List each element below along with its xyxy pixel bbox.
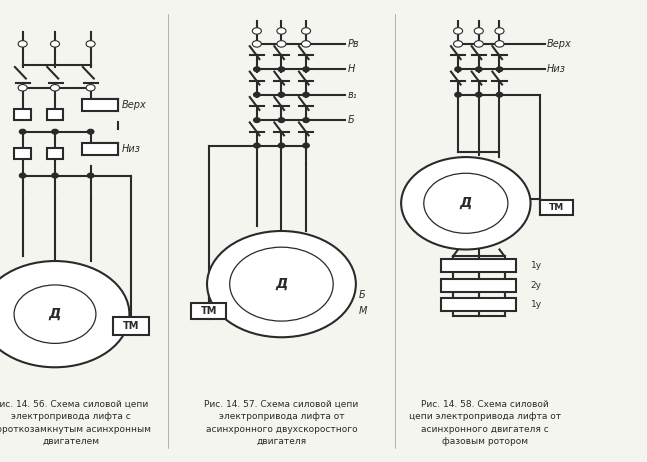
- Text: ТМ: ТМ: [123, 321, 139, 331]
- Bar: [47, 148, 63, 159]
- Bar: [441, 279, 516, 292]
- Text: Низ: Низ: [122, 144, 140, 154]
- Text: Б: Б: [359, 290, 366, 300]
- Circle shape: [495, 28, 504, 34]
- Text: ТМ: ТМ: [549, 203, 564, 212]
- Circle shape: [230, 247, 333, 321]
- Text: Рис. 14. 58. Схема силовой
цепи электропривода лифта от
асинхронного двигателя с: Рис. 14. 58. Схема силовой цепи электроп…: [409, 400, 562, 446]
- Circle shape: [14, 285, 96, 343]
- Bar: [540, 200, 573, 215]
- Text: Низ: Низ: [547, 64, 565, 74]
- Bar: [441, 298, 516, 311]
- Circle shape: [476, 92, 482, 97]
- Circle shape: [278, 118, 285, 122]
- Circle shape: [0, 261, 129, 367]
- Circle shape: [455, 67, 461, 72]
- Circle shape: [303, 92, 309, 97]
- Circle shape: [496, 92, 503, 97]
- Circle shape: [252, 41, 261, 47]
- Text: М: М: [359, 306, 367, 316]
- Circle shape: [424, 173, 508, 233]
- Text: Верх: Верх: [547, 39, 571, 49]
- Circle shape: [455, 92, 461, 97]
- Circle shape: [87, 173, 94, 178]
- Bar: [14, 148, 31, 159]
- Circle shape: [474, 28, 483, 34]
- Circle shape: [50, 41, 60, 47]
- Text: Д: Д: [459, 196, 472, 210]
- Circle shape: [277, 41, 286, 47]
- Circle shape: [303, 67, 309, 72]
- Circle shape: [254, 67, 260, 72]
- Text: Рв: Рв: [348, 39, 360, 49]
- Circle shape: [252, 28, 261, 34]
- Bar: [47, 109, 63, 120]
- Circle shape: [476, 67, 482, 72]
- Circle shape: [302, 28, 311, 34]
- Bar: [82, 99, 118, 111]
- Circle shape: [495, 41, 504, 47]
- Bar: [113, 317, 149, 335]
- Circle shape: [86, 41, 95, 47]
- Circle shape: [52, 173, 58, 178]
- Circle shape: [454, 41, 463, 47]
- Circle shape: [277, 28, 286, 34]
- Circle shape: [86, 85, 95, 91]
- Text: 1у: 1у: [531, 261, 542, 270]
- Text: в₁: в₁: [348, 90, 358, 100]
- Text: Н: Н: [348, 64, 355, 74]
- Bar: [82, 143, 118, 155]
- Circle shape: [207, 231, 356, 337]
- Circle shape: [401, 157, 531, 249]
- Text: Рис. 14. 57. Схема силовой цепи
электропривода лифта от
асинхронного двухскорост: Рис. 14. 57. Схема силовой цепи электроп…: [204, 400, 358, 446]
- Text: Рис. 14. 56. Схема силовой цепи
электропривода лифта с
короткозамкнутым асинхрон: Рис. 14. 56. Схема силовой цепи электроп…: [0, 400, 151, 446]
- Circle shape: [496, 67, 503, 72]
- Circle shape: [50, 85, 60, 91]
- Text: Д: Д: [49, 307, 61, 321]
- Circle shape: [278, 143, 285, 148]
- Circle shape: [474, 41, 483, 47]
- Circle shape: [87, 129, 94, 134]
- Circle shape: [278, 92, 285, 97]
- Circle shape: [52, 129, 58, 134]
- Circle shape: [454, 28, 463, 34]
- Text: Верх: Верх: [122, 100, 146, 110]
- Circle shape: [303, 118, 309, 122]
- Text: ТМ: ТМ: [201, 306, 217, 316]
- Bar: [191, 303, 226, 319]
- Circle shape: [18, 85, 27, 91]
- Text: 2у: 2у: [531, 280, 542, 290]
- Circle shape: [19, 129, 26, 134]
- Circle shape: [254, 92, 260, 97]
- Circle shape: [303, 143, 309, 148]
- Circle shape: [19, 173, 26, 178]
- Circle shape: [18, 41, 27, 47]
- Text: Д: Д: [275, 277, 288, 291]
- Circle shape: [254, 143, 260, 148]
- Bar: [14, 109, 31, 120]
- Circle shape: [278, 67, 285, 72]
- Text: Б: Б: [348, 115, 355, 125]
- Text: 1у: 1у: [531, 300, 542, 310]
- Circle shape: [302, 41, 311, 47]
- Bar: [441, 259, 516, 272]
- Circle shape: [254, 118, 260, 122]
